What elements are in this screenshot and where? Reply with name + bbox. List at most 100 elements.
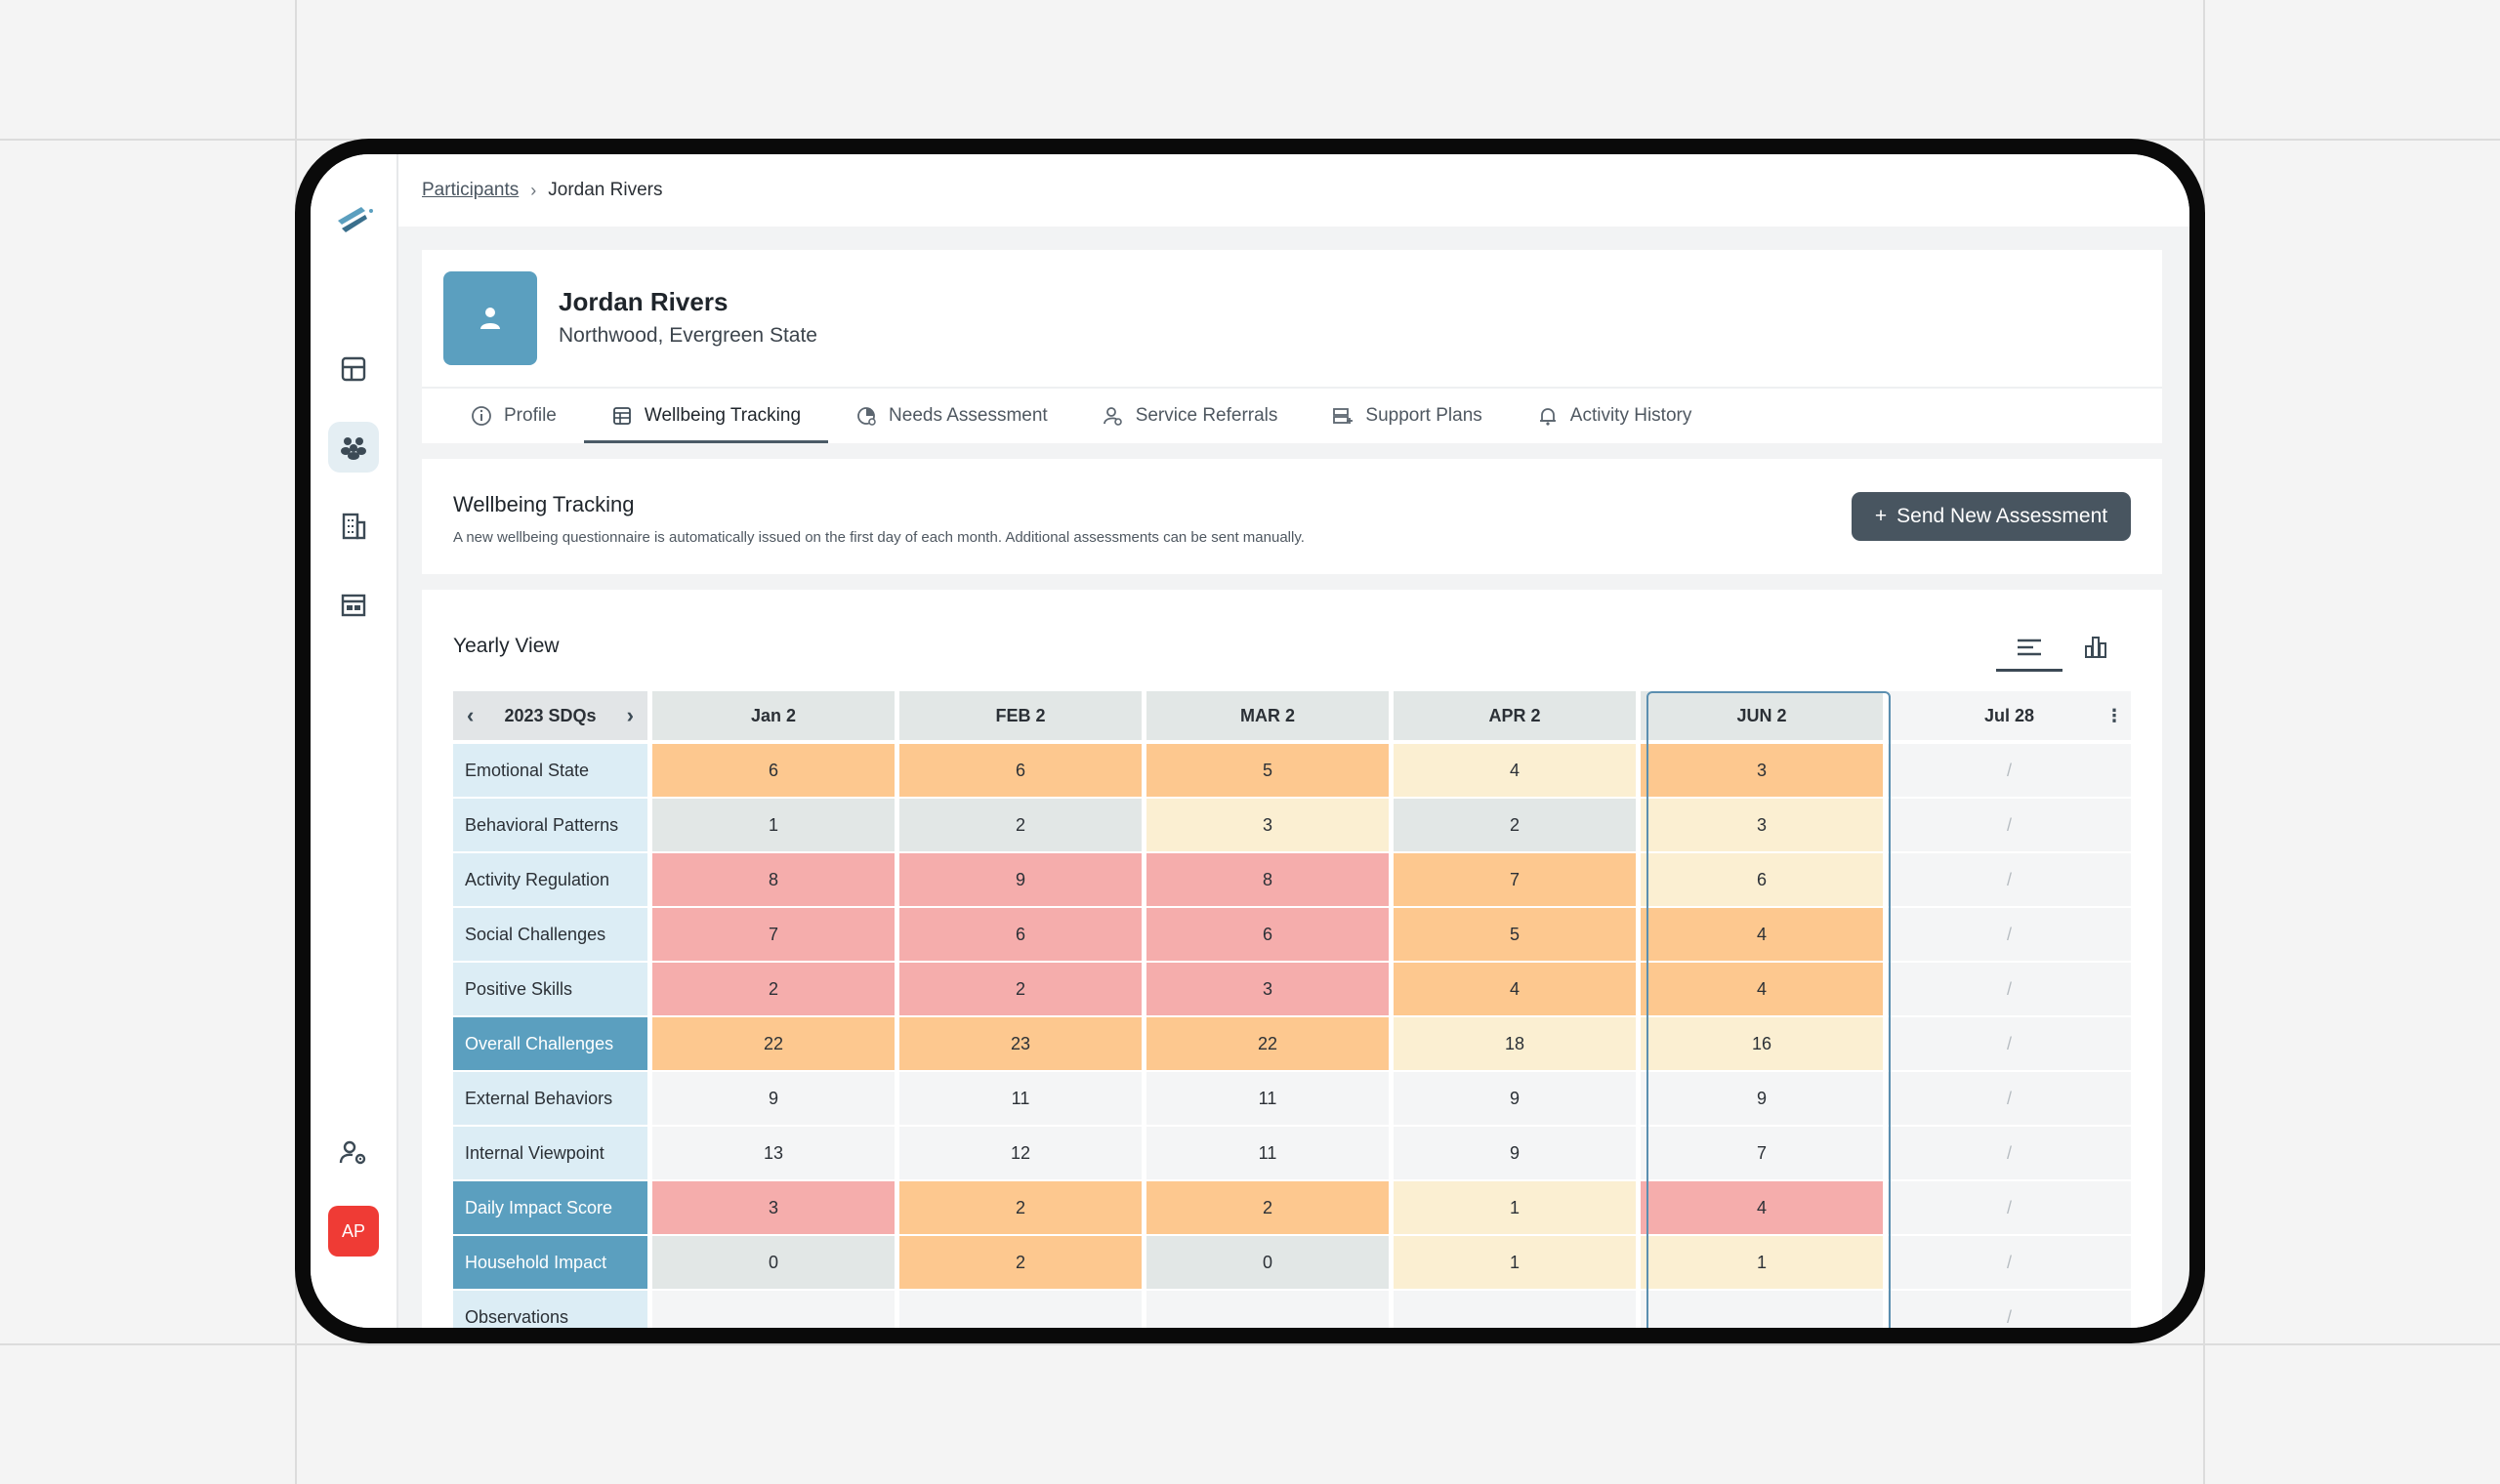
score-cell[interactable]: 13: [652, 1127, 895, 1181]
empty-score-cell[interactable]: /: [1888, 1291, 2131, 1328]
score-cell[interactable]: 3: [1641, 799, 1883, 853]
empty-score-cell[interactable]: /: [1888, 1017, 2131, 1072]
score-cell[interactable]: 3: [652, 1181, 895, 1236]
score-cell[interactable]: 3: [1146, 799, 1389, 853]
score-cell[interactable]: 4: [1641, 963, 1883, 1017]
chevron-left-icon[interactable]: ‹: [467, 703, 475, 727]
score-cell[interactable]: 16: [1641, 1017, 1883, 1072]
participants-icon[interactable]: [328, 422, 379, 473]
score-cell[interactable]: 1: [1394, 1181, 1636, 1236]
row-label: Internal Viewpoint: [453, 1127, 647, 1181]
score-cell[interactable]: [1394, 1291, 1636, 1328]
score-cell[interactable]: 22: [652, 1017, 895, 1072]
score-cell[interactable]: 7: [1394, 853, 1636, 908]
wellbeing-info-card: Wellbeing Tracking A new wellbeing quest…: [422, 459, 2162, 574]
score-cell[interactable]: 9: [1394, 1072, 1636, 1127]
empty-score-cell[interactable]: /: [1888, 908, 2131, 963]
score-cell[interactable]: 9: [899, 853, 1142, 908]
column-header[interactable]: JUN 2: [1641, 691, 1883, 742]
yearly-view-card: Yearly View ‹ 2023 SDQs ›: [422, 590, 2162, 1328]
chart-view-button[interactable]: [2076, 627, 2115, 668]
breadcrumb-participants-link[interactable]: Participants: [422, 180, 520, 200]
score-cell[interactable]: 8: [1146, 853, 1389, 908]
score-cell[interactable]: 9: [1394, 1127, 1636, 1181]
score-cell[interactable]: 6: [652, 744, 895, 799]
score-cell[interactable]: 4: [1394, 744, 1636, 799]
empty-score-cell[interactable]: /: [1888, 853, 2131, 908]
logo-icon[interactable]: [328, 193, 379, 244]
score-cell[interactable]: 3: [1146, 963, 1389, 1017]
score-cell[interactable]: 11: [1146, 1127, 1389, 1181]
score-cell[interactable]: 4: [1394, 963, 1636, 1017]
score-cell[interactable]: 0: [1146, 1236, 1389, 1291]
storefront-icon[interactable]: [328, 580, 379, 631]
score-cell[interactable]: 12: [899, 1127, 1142, 1181]
tab-wellbeing-tracking[interactable]: Wellbeing Tracking: [583, 389, 829, 443]
column-header[interactable]: Jul 28 ⋮: [1888, 691, 2131, 742]
score-cell[interactable]: 6: [1641, 853, 1883, 908]
score-cell[interactable]: 9: [652, 1072, 895, 1127]
column-header[interactable]: Jan 2: [652, 691, 895, 742]
score-cell[interactable]: 2: [899, 963, 1142, 1017]
user-avatar[interactable]: AP: [328, 1206, 379, 1257]
score-cell[interactable]: [1146, 1291, 1389, 1328]
empty-score-cell[interactable]: /: [1888, 1127, 2131, 1181]
user-settings-icon[interactable]: [328, 1128, 379, 1178]
send-new-assessment-button[interactable]: + Send New Assessment: [1852, 492, 2131, 541]
column-header[interactable]: FEB 2: [899, 691, 1142, 742]
score-cell[interactable]: 5: [1394, 908, 1636, 963]
send-button-label: Send New Assessment: [1896, 505, 2108, 527]
tab-support-plans[interactable]: Support Plans: [1305, 389, 1509, 443]
score-cell[interactable]: [1641, 1291, 1883, 1328]
score-cell[interactable]: 8: [652, 853, 895, 908]
score-cell[interactable]: 4: [1641, 908, 1883, 963]
profile-card: Jordan Rivers Northwood, Evergreen State…: [422, 250, 2162, 443]
score-cell[interactable]: 6: [1146, 908, 1389, 963]
score-cell[interactable]: 5: [1146, 744, 1389, 799]
score-cell[interactable]: 7: [652, 908, 895, 963]
score-cell[interactable]: 2: [1146, 1181, 1389, 1236]
score-cell[interactable]: 2: [1394, 799, 1636, 853]
score-cell[interactable]: 22: [1146, 1017, 1389, 1072]
score-cell[interactable]: 7: [1641, 1127, 1883, 1181]
score-cell[interactable]: 3: [1641, 744, 1883, 799]
score-cell[interactable]: 9: [1641, 1072, 1883, 1127]
score-cell[interactable]: 6: [899, 744, 1142, 799]
score-cell[interactable]: 2: [899, 799, 1142, 853]
score-cell[interactable]: 1: [1641, 1236, 1883, 1291]
empty-score-cell[interactable]: /: [1888, 963, 2131, 1017]
tab-service-referrals[interactable]: Service Referrals: [1075, 389, 1306, 443]
empty-score-cell[interactable]: /: [1888, 799, 2131, 853]
tab-needs-assessment[interactable]: Needs Assessment: [828, 389, 1075, 443]
dashboard-icon[interactable]: [328, 344, 379, 394]
score-cell[interactable]: 18: [1394, 1017, 1636, 1072]
score-cell[interactable]: 0: [652, 1236, 895, 1291]
score-cell[interactable]: 6: [899, 908, 1142, 963]
plus-icon: +: [1874, 505, 1888, 527]
row-label: External Behaviors: [453, 1072, 647, 1127]
organization-icon[interactable]: [328, 501, 379, 552]
tab-activity-history[interactable]: Activity History: [1510, 389, 1720, 443]
score-cell[interactable]: 2: [899, 1181, 1142, 1236]
tab-profile[interactable]: Profile: [443, 389, 584, 443]
sdq-table: ‹ 2023 SDQs › Jan 2 FEB 2 MAR 2 APR 2 JU…: [453, 691, 2131, 1328]
score-cell[interactable]: 2: [652, 963, 895, 1017]
column-header[interactable]: MAR 2: [1146, 691, 1389, 742]
score-cell[interactable]: 2: [899, 1236, 1142, 1291]
score-cell[interactable]: 4: [1641, 1181, 1883, 1236]
table-view-button[interactable]: [1996, 627, 2062, 672]
empty-score-cell[interactable]: /: [1888, 1181, 2131, 1236]
chevron-right-icon[interactable]: ›: [626, 703, 634, 727]
score-cell[interactable]: 11: [899, 1072, 1142, 1127]
score-cell[interactable]: 1: [1394, 1236, 1636, 1291]
empty-score-cell[interactable]: /: [1888, 744, 2131, 799]
score-cell[interactable]: [652, 1291, 895, 1328]
empty-score-cell[interactable]: /: [1888, 1072, 2131, 1127]
score-cell[interactable]: 23: [899, 1017, 1142, 1072]
more-vertical-icon[interactable]: ⋮: [2105, 705, 2123, 725]
score-cell[interactable]: 1: [652, 799, 895, 853]
score-cell[interactable]: 11: [1146, 1072, 1389, 1127]
empty-score-cell[interactable]: /: [1888, 1236, 2131, 1291]
column-header[interactable]: APR 2: [1394, 691, 1636, 742]
score-cell[interactable]: [899, 1291, 1142, 1328]
